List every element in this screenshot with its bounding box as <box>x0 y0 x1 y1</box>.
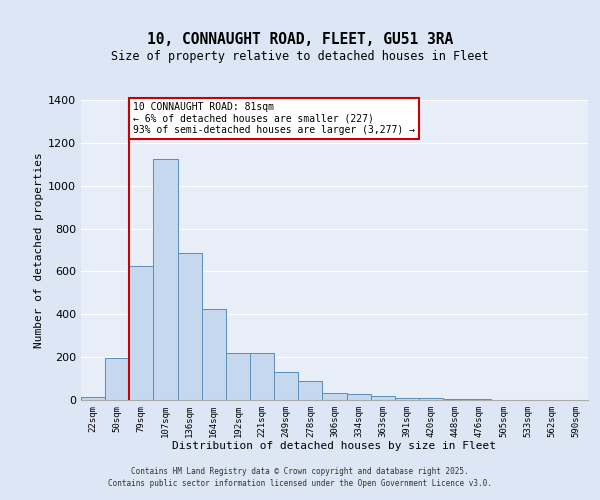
Bar <box>178 253 202 400</box>
Bar <box>443 399 467 400</box>
X-axis label: Distribution of detached houses by size in Fleet: Distribution of detached houses by size … <box>173 442 497 452</box>
Bar <box>226 353 250 400</box>
Bar <box>202 309 226 400</box>
Bar <box>105 358 129 400</box>
Bar <box>250 353 274 400</box>
Text: 10, CONNAUGHT ROAD, FLEET, GU51 3RA: 10, CONNAUGHT ROAD, FLEET, GU51 3RA <box>147 32 453 48</box>
Bar <box>154 159 178 400</box>
Text: Size of property relative to detached houses in Fleet: Size of property relative to detached ho… <box>111 50 489 63</box>
Bar <box>347 394 371 400</box>
Text: 10 CONNAUGHT ROAD: 81sqm
← 6% of detached houses are smaller (227)
93% of semi-d: 10 CONNAUGHT ROAD: 81sqm ← 6% of detache… <box>133 102 415 136</box>
Text: Contains HM Land Registry data © Crown copyright and database right 2025.
Contai: Contains HM Land Registry data © Crown c… <box>108 466 492 487</box>
Bar <box>274 372 298 400</box>
Bar <box>81 397 105 400</box>
Y-axis label: Number of detached properties: Number of detached properties <box>34 152 44 348</box>
Bar <box>395 398 419 400</box>
Bar <box>298 380 322 400</box>
Bar <box>419 398 443 400</box>
Bar <box>322 392 347 400</box>
Bar <box>371 396 395 400</box>
Bar <box>129 266 154 400</box>
Bar <box>467 399 491 400</box>
